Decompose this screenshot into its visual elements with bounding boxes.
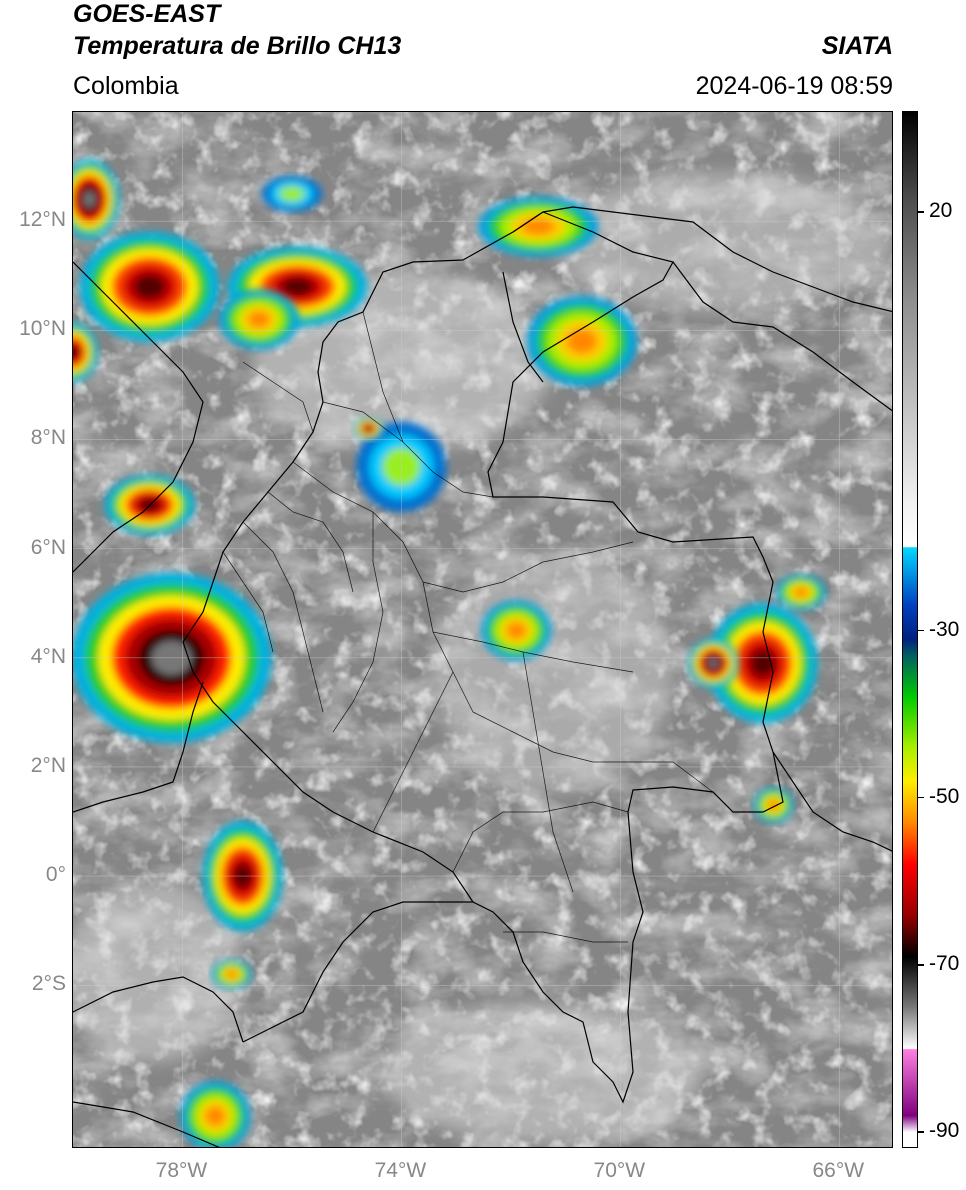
colorbar-tick [918,964,924,966]
storm-contour [279,186,305,202]
storm-contour [506,622,526,639]
storm-cell [478,196,599,257]
map-canvas [73,112,892,1147]
storm-contour [749,649,776,678]
latitude-label: 8°N [30,426,66,450]
storm-cell [73,322,98,383]
colorbar [902,111,918,1148]
storm-contour [521,218,555,235]
brand-label: SIATA [821,32,893,60]
datetime-label: 2024-06-19 08:59 [695,72,893,100]
longitude-label: 66°W [812,1159,865,1182]
storm-cell [261,175,322,212]
brazil-border [772,751,892,852]
gridlines [73,112,892,1147]
satellite-map [72,111,893,1148]
department-lines [222,311,714,943]
pacific-coast [73,681,204,813]
colorbar-tick-label: -30 [929,617,960,641]
colorbar-tick-label: 20 [929,199,953,223]
storm-contour [248,311,271,328]
storm-cell [79,231,220,342]
storm-contour [567,328,598,354]
product-title: Temperatura de Brillo CH13 [73,32,402,60]
storm-contour [73,345,79,360]
venezuela-coast-2 [502,271,544,383]
peru-border [242,901,473,1043]
ecuador-coast [73,976,244,1043]
colorbar-gradient [903,112,917,1147]
peru-coast [73,1101,220,1147]
latitude-label: 12°N [19,208,66,232]
colorbar-tick [918,211,924,213]
latitude-label: 2°N [30,753,66,777]
venezuela-coast [512,206,892,313]
colorbar-tick-label: -70 [929,952,960,976]
storm-cell [219,289,300,350]
storm-contour [133,273,166,300]
latitude-label: 0° [45,863,66,887]
colorbar-tick-label: -90 [929,1119,960,1143]
latitude-label: 6°N [30,535,66,559]
colorbar-tick [918,629,924,631]
storm-contour [794,587,808,598]
latitude-label: 2°S [31,972,66,996]
longitude-label: 74°W [374,1159,427,1182]
cirrus-area [73,882,243,1062]
cirrus-area [433,552,673,792]
storm-cell [707,603,818,724]
colorbar-tick [918,796,924,799]
latitude-label: 4°N [30,644,66,668]
colorbar-tick [918,1131,924,1133]
storm-cell [353,416,384,441]
panama-coast [73,261,204,573]
storm-cell [775,574,826,611]
longitude-label: 78°W [155,1159,208,1182]
venezuela-internal [672,261,892,412]
storm-cell [527,296,638,387]
region-label: Colombia [73,72,179,100]
longitude-label: 70°W [593,1159,646,1182]
colorbar-tick-label: -50 [929,784,960,808]
cirrus-area [553,172,892,312]
storm-cell [211,959,252,990]
cirrus-area [383,1002,703,1142]
storm-cell [688,638,739,689]
storm-contour [226,970,238,979]
latitude-label: 10°N [19,317,66,341]
storm-contour [281,277,314,296]
satellite-title: GOES-EAST [73,0,221,28]
storm-contour [708,658,719,669]
storm-contour [205,1106,225,1126]
storm-contour [365,425,373,432]
storm-cell [73,159,120,240]
storm-cell [180,1081,251,1147]
storm-contour [83,191,96,208]
storm-cell [753,787,794,824]
storm-cell [481,600,552,661]
